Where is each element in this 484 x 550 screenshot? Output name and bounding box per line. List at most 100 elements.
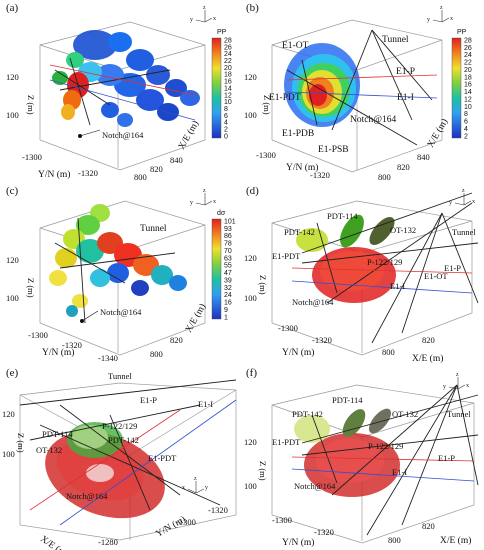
colorbar-tick: 28	[464, 37, 472, 44]
y-tick-0: -1300	[28, 330, 48, 340]
axis-triad-icon	[195, 10, 213, 23]
label-e1-pdt: E1-PDT	[272, 437, 301, 447]
colorbar-tick: 2	[224, 127, 228, 134]
svg-text:y: y	[427, 17, 430, 23]
y-tick-0: -1300	[22, 152, 42, 162]
z-axis-label: Z (m)	[26, 278, 36, 298]
panel-label: (e)	[6, 367, 19, 379]
colorbar-tick: 63	[224, 255, 232, 262]
stress-spheres	[49, 204, 187, 317]
x-tick-0: 820	[422, 335, 435, 345]
panel-a: (a)	[0, 0, 242, 183]
z-tick-1: 100	[6, 293, 19, 303]
z-tick-0: 120	[6, 72, 19, 82]
x-tick-1: 800	[382, 347, 395, 357]
axis-triad-icon	[195, 193, 213, 206]
y-tick-1: -1320	[62, 340, 82, 350]
colorbar-tick: 10	[224, 99, 232, 106]
label-e1-pdb: E1-PDB	[282, 129, 314, 139]
panel-label: (c)	[6, 185, 19, 197]
label-e1-ot: E1-OT	[282, 41, 309, 51]
colorbar-tick: 24	[464, 52, 472, 59]
axis-triad-icon	[448, 377, 466, 390]
colorbar-tick: 8	[224, 106, 228, 113]
z-axis-label: Z (m)	[26, 95, 36, 115]
panel-a-plot: Notch@164 120 100 Z (m) -1300 -1320 Y/N …	[6, 5, 216, 182]
svg-text:x: x	[182, 485, 185, 491]
label-notch: Notch@164	[100, 307, 142, 317]
label-pdt-142: PDT-142	[284, 227, 315, 237]
svg-text:x: x	[466, 383, 469, 389]
colorbar-tick: 22	[464, 60, 472, 67]
label-e1-i: E1-I	[198, 399, 213, 409]
notch-label: Notch@164	[102, 130, 144, 140]
svg-text:y: y	[443, 384, 446, 390]
svg-text:PP: PP	[457, 29, 467, 36]
colorbar-tick: 1	[224, 314, 228, 321]
colorbar-tick: 10	[464, 104, 472, 111]
x-axis-label: X/E (m)	[38, 533, 70, 550]
y-axis-label: Y/N (m)	[282, 347, 314, 358]
z-axis-label: Z (m)	[258, 461, 268, 481]
colorbar-tick: 12	[464, 96, 472, 103]
label-pdt-142: PDT-142	[292, 409, 323, 419]
svg-text:x: x	[213, 16, 216, 22]
label-ot-132: OT-132	[392, 409, 418, 419]
colorbar-tick: 0	[224, 133, 228, 140]
label-tunnel: Tunnel	[447, 409, 471, 419]
y-tick-1: -1320	[312, 335, 332, 345]
svg-text:z: z	[440, 5, 443, 11]
z-tick-1: 100	[244, 481, 257, 491]
colorbar-tick: 78	[224, 241, 232, 248]
label-pdt-114: PDT-114	[42, 429, 73, 439]
colorbar-tick: 16	[224, 79, 232, 86]
panel-f: (f) PDT-114 PDT-142 OT-132 Tu	[242, 365, 484, 550]
label-p-122-129: P-122/129	[102, 421, 137, 431]
colorbar-tick: 4	[464, 126, 468, 133]
panel-label: (d)	[246, 185, 259, 197]
colorbar-tick: 24	[224, 51, 232, 58]
label-e1-i: E1-I	[397, 93, 414, 103]
colorbar-tick: 6	[224, 113, 228, 120]
panel-c: (c)	[0, 183, 242, 365]
colorbar-tick: 39	[224, 277, 232, 284]
label-notch: Notch@164	[294, 481, 336, 491]
colorbar-tick: 86	[224, 233, 232, 240]
panel-c-plot: Tunnel Notch@164 120 100 Z (m) -1300 -13…	[6, 188, 216, 363]
x-tick-0: 840	[417, 152, 430, 162]
z-axis-label: Z (m)	[258, 275, 268, 295]
colorbar-tick: 14	[224, 85, 232, 92]
panel-e-plot: Tunnel E1-P E1-I PDT-114 P-122/129 OT-13…	[2, 371, 237, 550]
label-e1-i: E1-I	[392, 467, 407, 477]
z-axis-label: Z (m)	[16, 433, 26, 453]
label-e1-p: E1-P	[444, 263, 461, 273]
panel-b: (b) E1-OT Tunnel E1-P E1-PDT E1-	[242, 0, 484, 183]
colorbar-tick: 28	[224, 37, 232, 44]
y-tick-0: -1300	[278, 323, 298, 333]
z-tick-1: 100	[244, 293, 257, 303]
y-tick-1: -1320	[208, 505, 228, 515]
label-e1-p: E1-P	[140, 395, 157, 405]
colorbar-tick: 16	[224, 300, 232, 307]
x-tick-2: 800	[134, 172, 147, 182]
panel-label: (b)	[246, 2, 259, 14]
y-tick-1: -1320	[314, 527, 334, 537]
colorbar-tick: 70	[224, 248, 232, 255]
y-tick-0: -1300	[256, 150, 276, 160]
svg-text:z: z	[194, 476, 197, 482]
label-e1-i: E1-I	[390, 281, 405, 291]
stimulated-volume	[45, 422, 165, 519]
label-e1-psb: E1-PSB	[318, 145, 349, 155]
label-pdt-142: PDT-142	[108, 435, 139, 445]
svg-text:x: x	[450, 16, 453, 22]
z-axis-label: Z (m)	[262, 95, 272, 115]
svg-text:z: z	[203, 5, 206, 11]
label-tunnel: Tunnel	[140, 224, 167, 234]
y-axis-label: Y/N (m)	[286, 162, 318, 173]
label-tunnel: Tunnel	[108, 371, 132, 381]
x-tick-1: 820	[150, 164, 163, 174]
label-notch: Notch@164	[292, 297, 334, 307]
